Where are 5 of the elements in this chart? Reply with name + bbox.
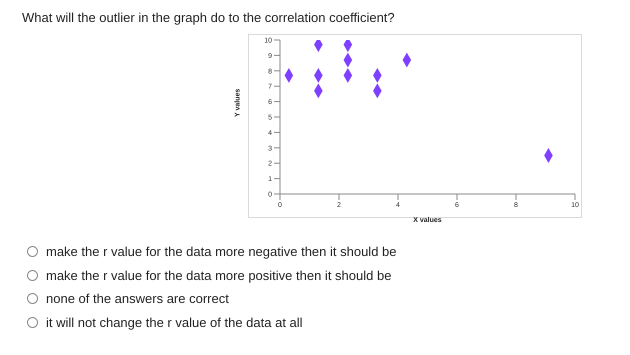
- text: make the r value for the data more positive then it should be: [46, 268, 392, 282]
- text: make the r value for the data more negative then it should be: [46, 244, 396, 259]
- text: it will not change the r value of the data at all: [46, 314, 303, 330]
- chart-title: What will the outlier in the graph do to the correlation coefficient?: [22, 10, 395, 25]
- text: none of the answers are correct: [46, 291, 229, 306]
